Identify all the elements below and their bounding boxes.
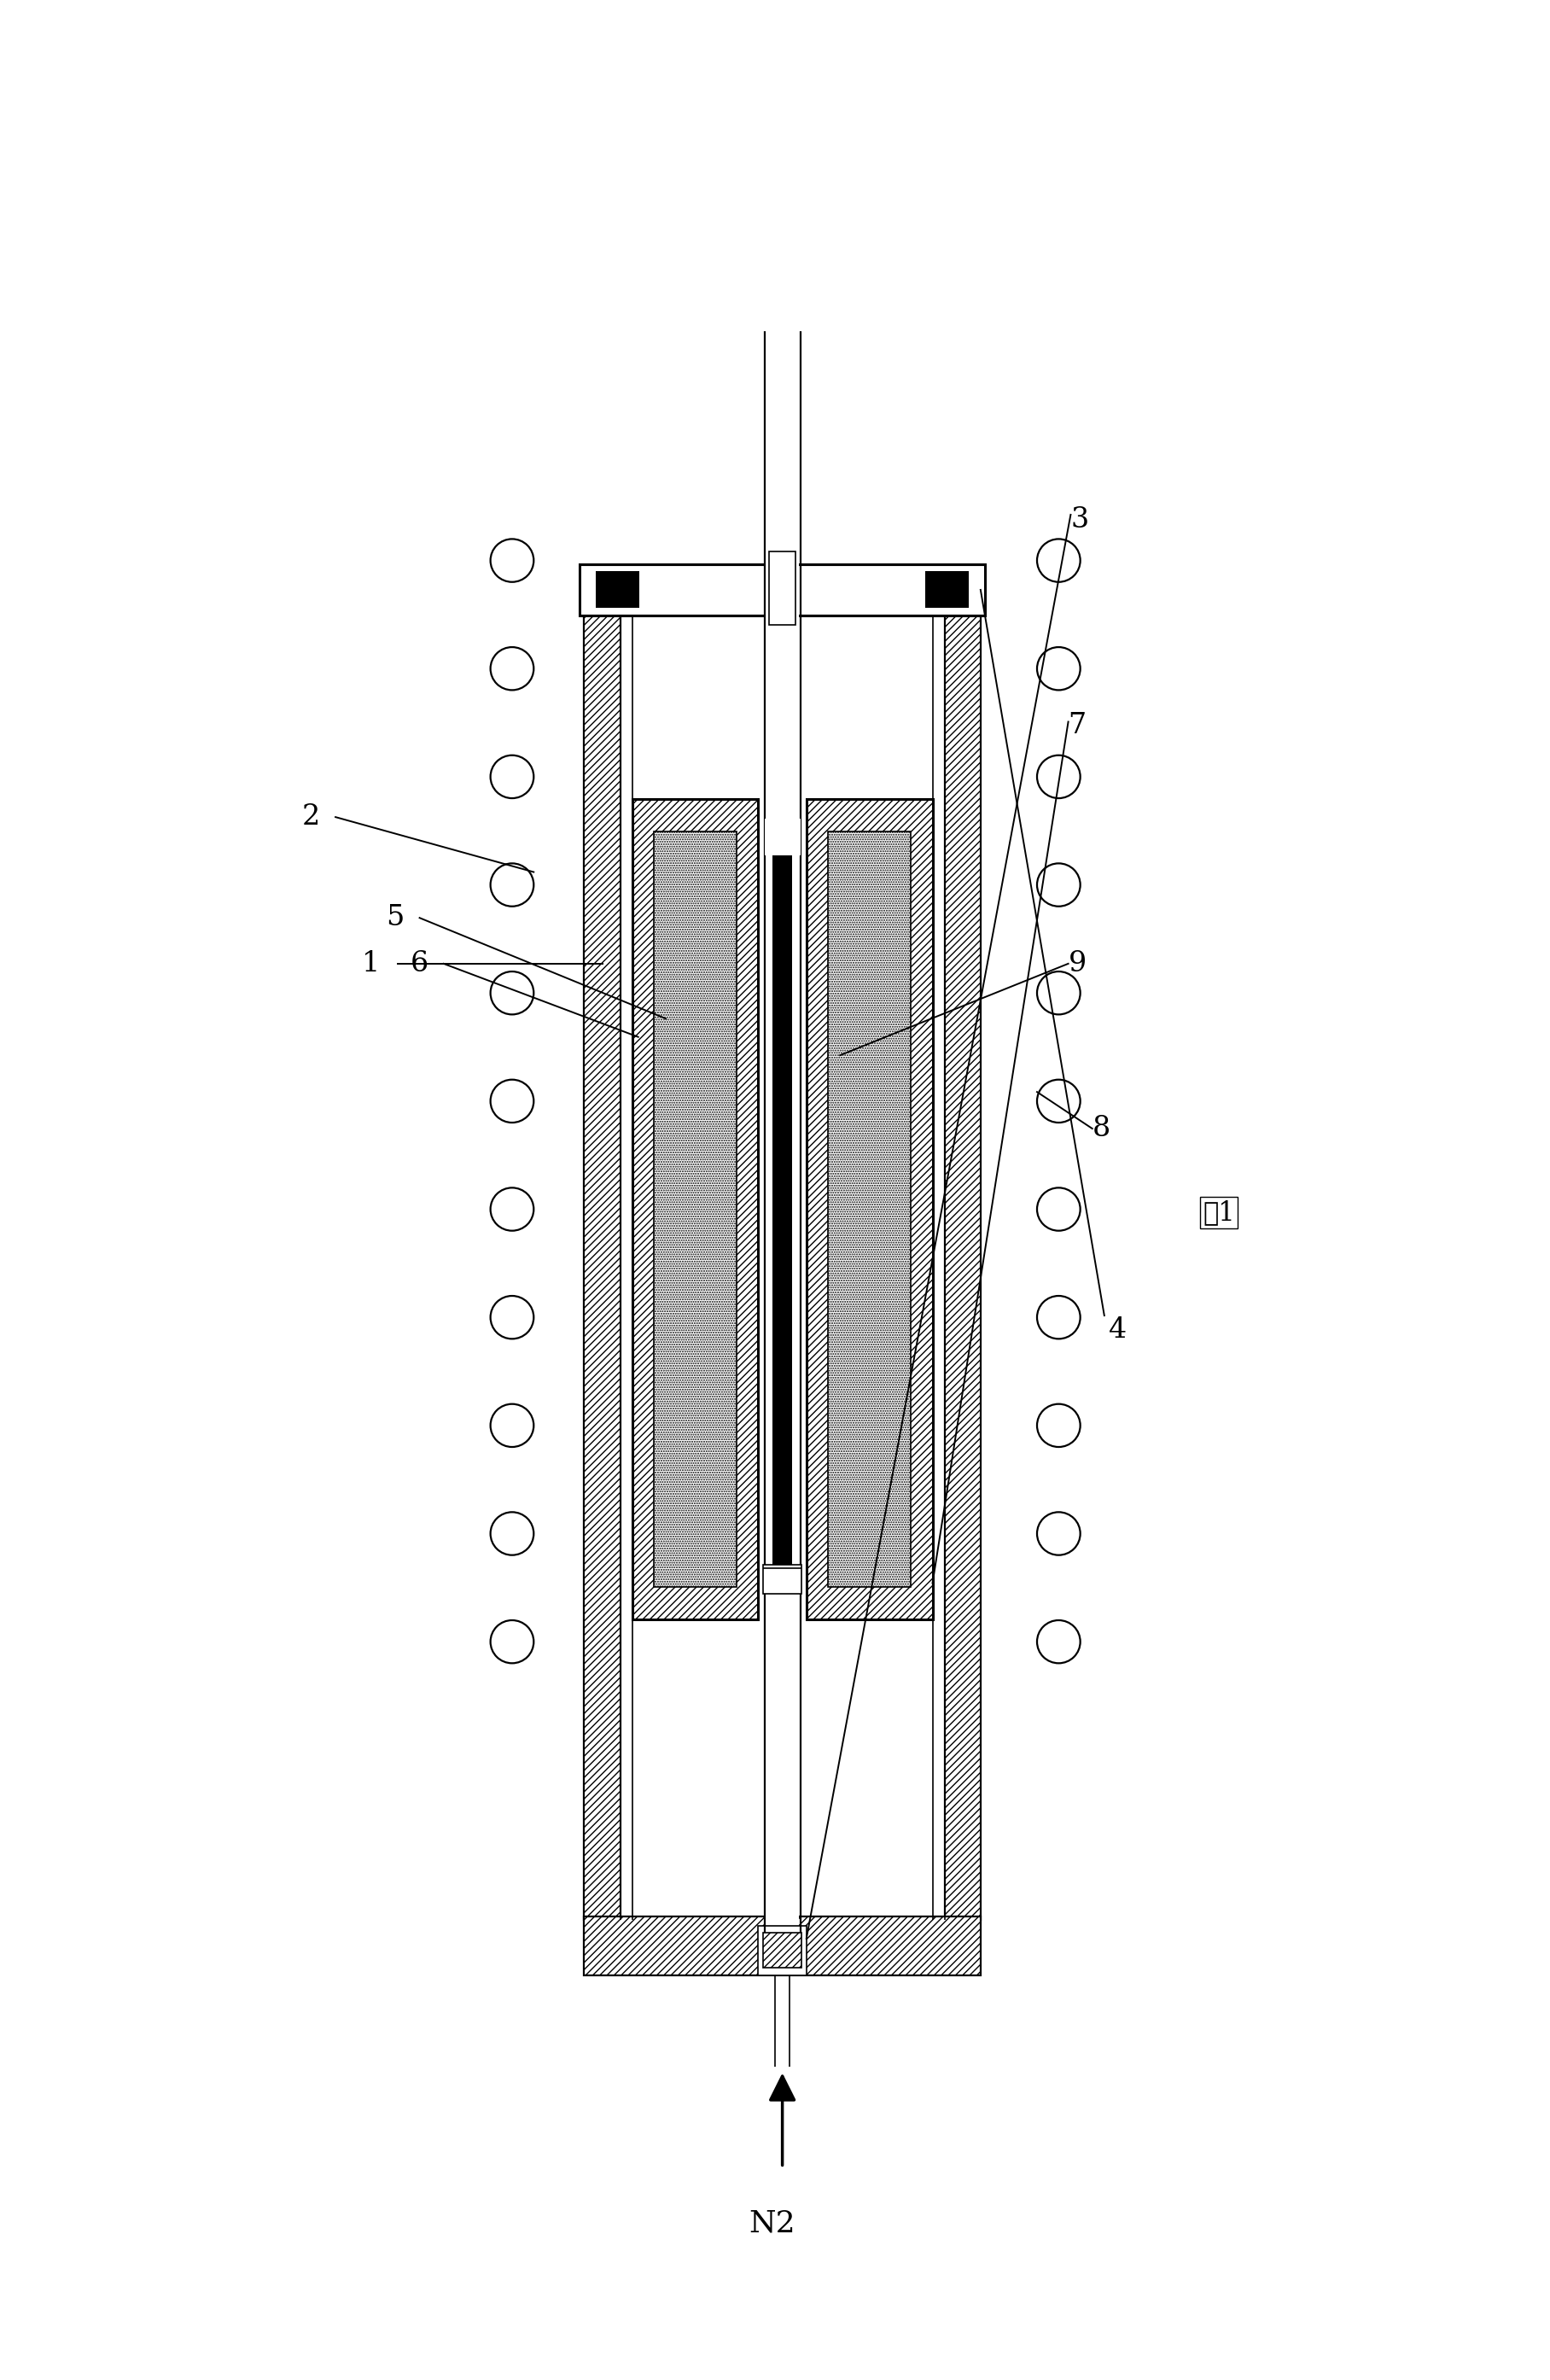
Text: 6: 6 (409, 950, 428, 978)
Bar (597, 571, 640, 609)
Text: 1: 1 (363, 950, 380, 978)
Text: 4: 4 (1110, 1316, 1127, 1345)
Bar (632, 800, 758, 1621)
Text: 5: 5 (386, 904, 405, 931)
Bar (944, 616, 981, 1921)
Text: 3: 3 (1071, 507, 1088, 533)
Bar (654, 831, 736, 1587)
Bar (584, 616, 620, 1921)
Bar (806, 800, 933, 1621)
Bar (758, 1925, 806, 1975)
Bar (764, 819, 800, 854)
Text: 8: 8 (1093, 1114, 1110, 1142)
Text: 2: 2 (302, 804, 319, 831)
Bar (584, 1916, 981, 1975)
Bar (828, 831, 911, 1587)
Bar (773, 847, 792, 1568)
Bar (925, 571, 969, 609)
Bar (766, 331, 800, 1944)
Bar (769, 552, 795, 624)
Text: 7: 7 (1068, 712, 1087, 740)
Bar (763, 1564, 801, 1595)
Text: N2: N2 (749, 2209, 795, 2237)
Text: 9: 9 (1068, 950, 1087, 978)
Text: 图1: 图1 (1203, 1200, 1235, 1226)
Bar (763, 1933, 801, 1968)
Bar (580, 564, 986, 616)
